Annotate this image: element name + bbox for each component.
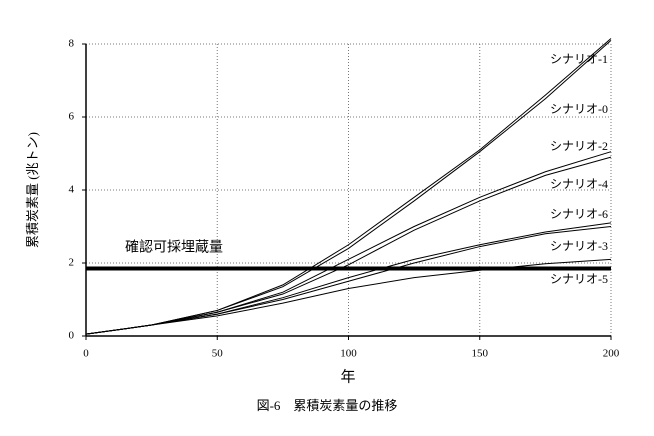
series-label: シナリオ-6 [550,207,608,221]
caption: 図-6 累積炭素量の推移 [257,398,398,413]
x-axis-label: 年 [340,368,355,385]
series-label: シナリオ-5 [550,272,608,286]
series-line [85,39,612,335]
x-tick-label: 50 [212,348,224,360]
reference-label: 確認可採埋蔵量 [125,240,223,256]
series-label: シナリオ-1 [550,52,608,66]
series-label: シナリオ-4 [550,177,608,191]
y-tick-label: 4 [69,184,75,196]
series-line [85,156,612,335]
x-tick-label: 200 [603,348,620,360]
series-label: シナリオ-2 [550,139,608,153]
y-tick-label: 8 [69,38,75,50]
series-line [85,38,612,335]
y-tick-label: 0 [69,330,75,342]
y-tick-label: 6 [69,111,75,123]
series-label: シナリオ-0 [550,102,608,116]
x-tick-label: 150 [472,348,489,360]
series-line [85,226,612,335]
x-tick-label: 100 [340,348,357,360]
series-label: シナリオ-3 [550,239,608,253]
y-axis-label: 累積炭素量 (兆トン) [25,132,40,248]
series-line [85,258,612,335]
x-tick-label: 0 [83,348,89,360]
y-tick-label: 2 [69,257,75,269]
